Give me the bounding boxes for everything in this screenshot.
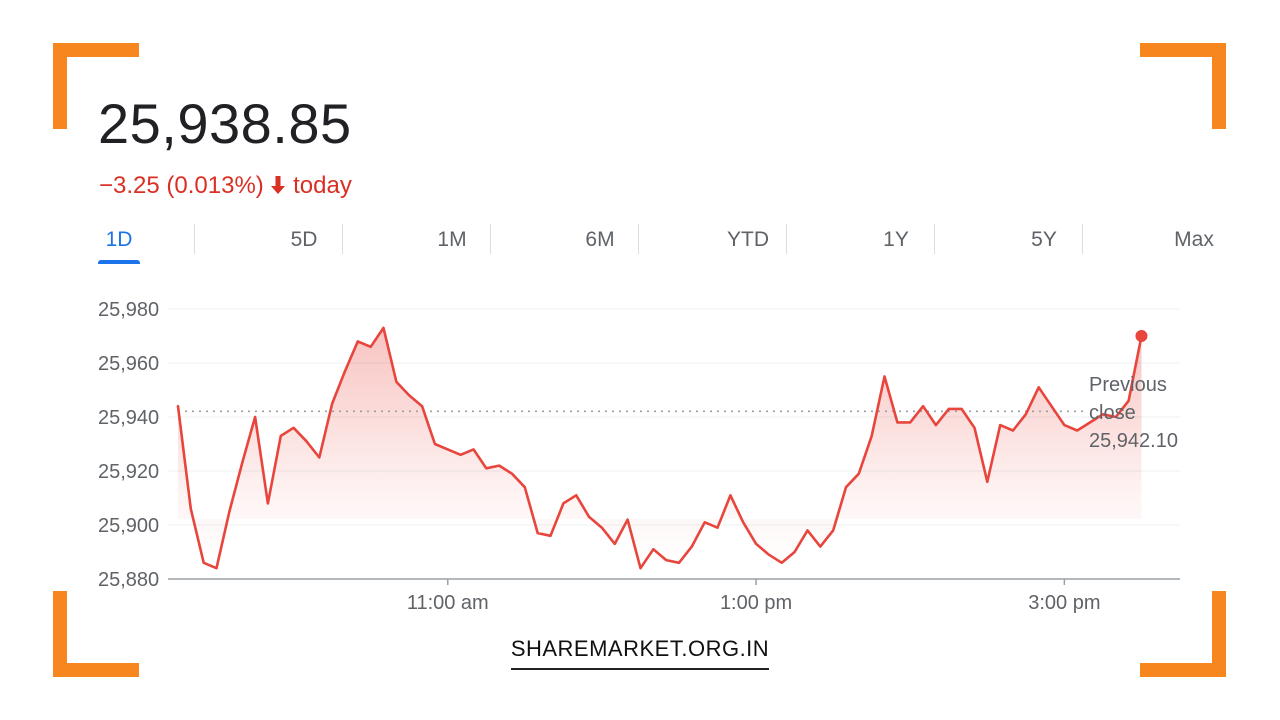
tab-separator: [638, 224, 639, 254]
tab-5y[interactable]: 5Y: [1031, 228, 1057, 251]
tab-separator: [194, 224, 195, 254]
x-tick-label: 1:00 pm: [720, 592, 792, 614]
previous-close-label-2: close: [1089, 402, 1136, 424]
tab-separator: [1082, 224, 1083, 254]
last-price-marker: [1135, 330, 1148, 342]
x-tick-label: 11:00 am: [407, 592, 489, 614]
previous-close-value: 25,942.10: [1089, 430, 1178, 452]
current-price: 25,938.85: [98, 92, 352, 155]
active-tab-indicator: [98, 260, 140, 264]
frame-corner-top-right: [1140, 43, 1226, 129]
tab-separator: [490, 224, 491, 254]
tab-1m[interactable]: 1M: [437, 228, 467, 251]
frame-corner-top-left: [53, 43, 139, 129]
tab-separator: [934, 224, 935, 254]
tab-6m[interactable]: 6M: [585, 228, 615, 251]
tab-ytd[interactable]: YTD: [727, 228, 769, 251]
x-tick-label: 3:00 pm: [1028, 592, 1100, 614]
tab-separator: [342, 224, 343, 254]
frame-corner-bottom-left: [53, 591, 139, 677]
y-tick-label: 25,960: [98, 353, 159, 375]
y-tick-label: 25,920: [98, 461, 159, 483]
price-series-line: [176, 326, 1143, 570]
tab-1d[interactable]: 1D: [105, 228, 133, 251]
frame-corner-bottom-right: [1140, 591, 1226, 677]
previous-close-label: Previous: [1089, 374, 1167, 396]
price-change: −3.25 (0.013%) today: [99, 174, 352, 200]
tab-5d[interactable]: 5D: [290, 228, 318, 251]
tab-separator: [786, 224, 787, 254]
y-tick-label: 25,900: [98, 515, 159, 537]
tab-1y[interactable]: 1Y: [883, 228, 909, 251]
y-tick-label: 25,880: [98, 569, 159, 591]
site-brand-text: SHAREMARKET.ORG.IN: [510, 636, 770, 670]
tab-max[interactable]: Max: [1174, 228, 1214, 251]
arrow-down-icon: [270, 175, 286, 200]
y-tick-label: 25,940: [98, 407, 159, 429]
y-tick-label: 25,980: [98, 299, 159, 321]
time-range-tabs: 1D 5D 1M 6M YTD 1Y 5Y Max: [82, 222, 1214, 268]
price-area-fill: [178, 327, 1142, 569]
site-brand: SHAREMARKET.ORG.IN: [0, 636, 1280, 670]
price-change-period: today: [293, 172, 352, 199]
price-change-value: −3.25 (0.013%): [99, 172, 264, 199]
